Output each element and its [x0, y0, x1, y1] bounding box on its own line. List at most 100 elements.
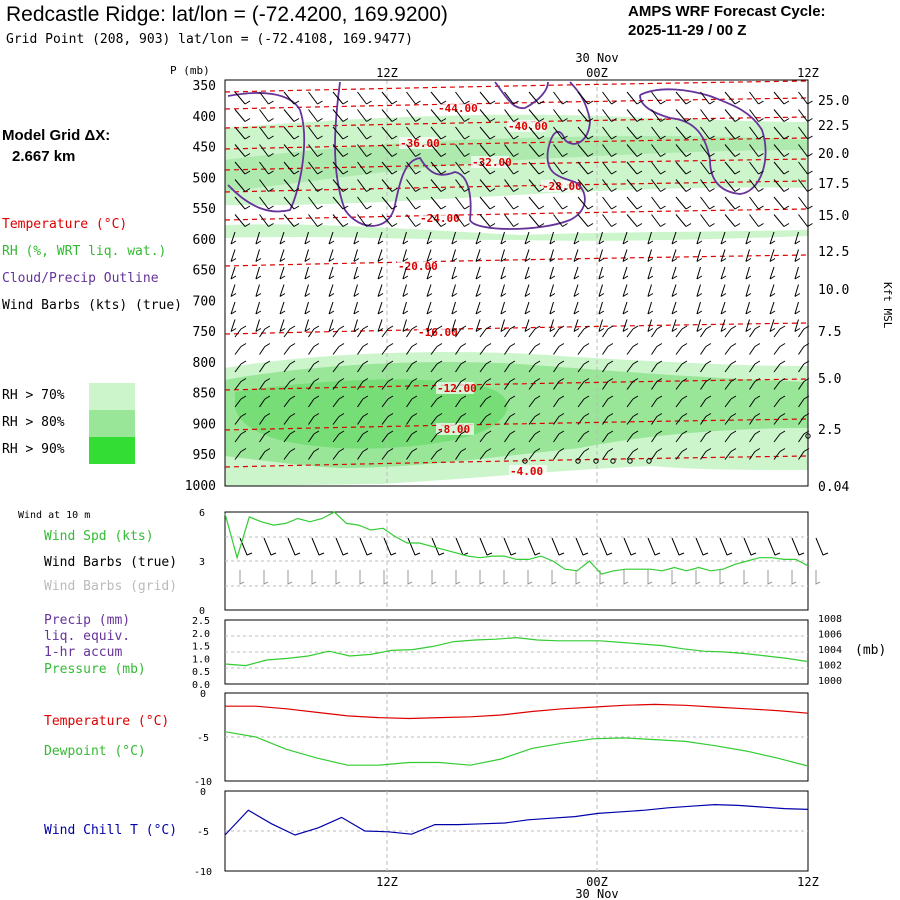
pressure-axis-title: P (mb) [170, 64, 210, 77]
temperature-contour-label: -20.00 [398, 260, 438, 273]
wind-barb [577, 161, 594, 175]
wind-barb [402, 301, 409, 315]
wind-barb [353, 266, 360, 280]
wind-barb [279, 266, 286, 280]
wind-barb [406, 325, 418, 338]
temperature-contour-label: -44.00 [438, 102, 478, 115]
wind-barb [234, 430, 247, 443]
wind-barb [406, 196, 421, 210]
grid-wind-barb [455, 570, 461, 585]
wind-barb [602, 179, 617, 192]
wind-barb [353, 284, 360, 297]
wind-barb [255, 319, 262, 332]
wind-barb [696, 319, 703, 332]
wind-barb [357, 448, 369, 460]
wind-barb [283, 360, 296, 373]
wind-barb [406, 179, 421, 192]
wind-barb [504, 91, 519, 105]
wind-barb [549, 301, 556, 315]
wind-barb [279, 301, 286, 315]
grid-wind-barb [767, 570, 773, 585]
wind-barb [381, 109, 398, 122]
wind-barb [332, 360, 345, 373]
temperature-contour-6 [224, 208, 809, 221]
wind-barb [675, 91, 692, 105]
wind-barb [749, 214, 764, 227]
wind-barb [622, 284, 629, 297]
wind-barb [773, 395, 786, 408]
wind-barb [573, 231, 580, 245]
pressure-tick-label: 800 [193, 356, 216, 371]
temperature-tick: -10 [194, 777, 212, 788]
wind-barb [577, 325, 590, 338]
wind-barb [573, 284, 580, 297]
wind-barb [381, 179, 398, 192]
wind-barb [602, 109, 617, 122]
temperature-contour-11 [224, 455, 809, 468]
wind-barb [651, 161, 666, 175]
wind-barb [406, 109, 421, 122]
wind-speed-tick: 0 [199, 606, 205, 617]
wind-barb [308, 395, 320, 408]
wind-barb [769, 319, 776, 332]
wind-barb [406, 91, 421, 105]
wind-barb [573, 301, 580, 315]
wind-speed-tick: 6 [199, 508, 205, 519]
wind-barb [332, 214, 349, 227]
time-tick-top: 12Z [376, 66, 398, 80]
wind-barb [626, 413, 639, 425]
wind-barb [524, 319, 531, 332]
wind-barb [720, 284, 727, 297]
wind-barb [745, 249, 752, 262]
wind-barb [528, 378, 541, 390]
wind-barb [622, 231, 629, 245]
wind-barb [328, 301, 335, 315]
wind-barb [406, 430, 418, 443]
page-title: Redcastle Ridge: lat/lon = (-72.4200, 16… [6, 3, 448, 26]
wind-barb [577, 395, 590, 408]
wind-barb [406, 360, 418, 373]
wind-barb [406, 395, 418, 408]
wind-barb [234, 91, 251, 105]
wind-barb [798, 91, 813, 105]
wind-barb [598, 249, 605, 262]
wind-barb [259, 214, 274, 227]
wind-barb [426, 266, 433, 280]
wind-barb [528, 109, 545, 122]
wind-barb [720, 301, 727, 315]
wind-barb [675, 126, 692, 140]
wind-barb [332, 395, 345, 408]
wind-barb [377, 319, 384, 332]
wind-barb [798, 196, 813, 210]
wind-barb [283, 161, 300, 175]
wind-barb [308, 378, 320, 390]
wind-barb [381, 126, 398, 140]
wind-barb [357, 126, 372, 140]
wind-barb [769, 284, 776, 297]
surface-wind-barb [263, 537, 277, 556]
wind-barb [455, 378, 467, 390]
wind-barb [700, 161, 715, 175]
wind-barb [332, 109, 349, 122]
wind-barb [696, 284, 703, 297]
wind-barb [255, 266, 262, 280]
wind-barb [259, 413, 271, 425]
wind-barb [528, 126, 545, 140]
wind-barb [675, 360, 688, 373]
wind-barb [332, 91, 349, 105]
time-tick-bottom: 12Z [797, 875, 819, 889]
wind-barb [304, 301, 311, 315]
wind-barb [651, 343, 663, 355]
wind-barb [283, 448, 296, 460]
legend-wind-barbs: Wind Barbs (kts) (true) [2, 298, 183, 313]
temperature-contour-10 [224, 418, 809, 431]
wind-barb [259, 448, 271, 460]
temperature-label: Temperature (°C) [44, 714, 170, 729]
grid-wind-barb [407, 570, 413, 585]
wind-barb [402, 319, 409, 332]
wind-barb [381, 91, 398, 105]
grid-wind-barb [551, 570, 557, 585]
wind-barb [651, 109, 666, 122]
temperature-contour-label: -4.00 [510, 465, 543, 478]
wind-barb [769, 301, 776, 315]
